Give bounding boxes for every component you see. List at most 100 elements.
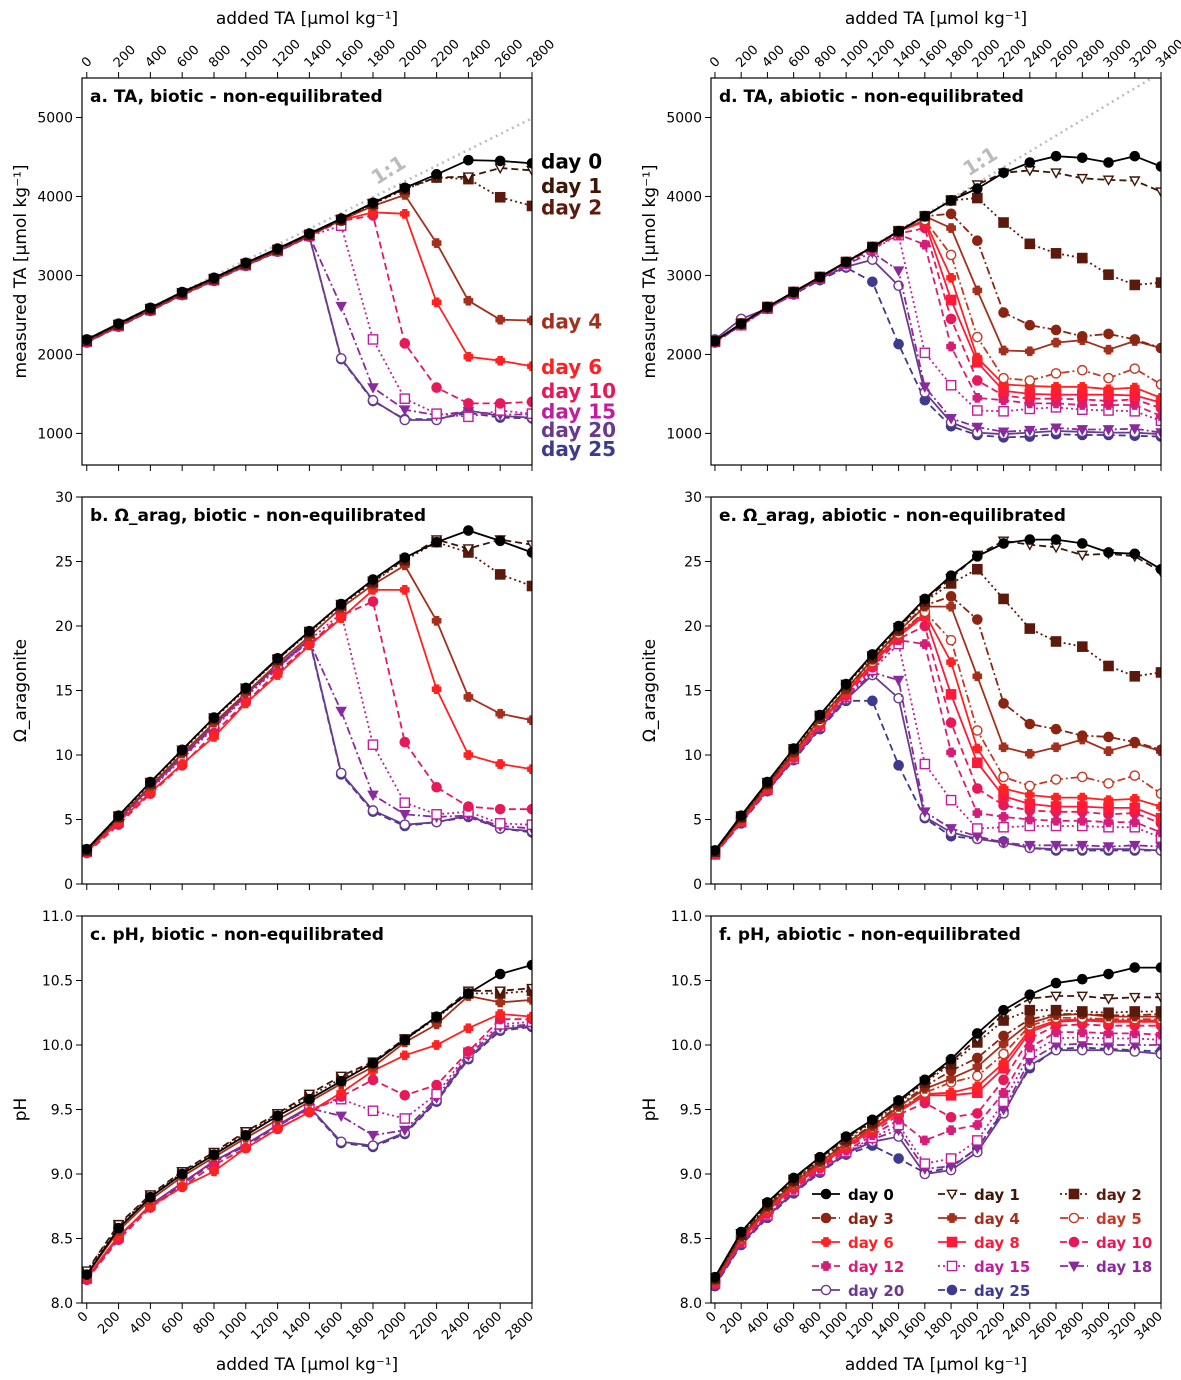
legend-marker	[1068, 1236, 1080, 1248]
data-point	[1076, 641, 1088, 652]
data-point	[1155, 428, 1161, 439]
data-point	[1050, 991, 1062, 1003]
data-point	[527, 715, 532, 726]
data-point	[1050, 723, 1062, 735]
data-point	[1050, 423, 1062, 434]
y-tick-label: 9.5	[51, 1103, 73, 1119]
data-point	[431, 684, 442, 695]
data-point	[1155, 992, 1161, 1004]
data-point	[998, 307, 1009, 318]
y-tick-label: 4000	[666, 189, 702, 205]
data-point	[463, 801, 474, 812]
data-point	[367, 1074, 379, 1086]
series-day-20	[82, 231, 532, 426]
top-right-xlabel: added TA [μmol kg⁻¹]	[845, 9, 1027, 29]
data-point	[972, 563, 983, 575]
x-tick-label-top: 3400	[1153, 37, 1181, 71]
y-tick-label: 9.0	[680, 1167, 702, 1183]
data-point	[1024, 319, 1036, 331]
x-tick-label-bottom: 1800	[922, 1309, 956, 1343]
data-point	[177, 1182, 188, 1192]
data-point	[272, 670, 283, 680]
x-tick-label-top: 800	[206, 43, 234, 71]
data-point	[399, 585, 410, 595]
series-line	[714, 1018, 1161, 1282]
data-point	[304, 1093, 315, 1105]
data-point	[1129, 382, 1140, 393]
data-point	[972, 331, 983, 343]
data-point	[1024, 346, 1035, 357]
data-point	[463, 1023, 474, 1034]
data-point	[526, 408, 532, 419]
data-point	[304, 640, 315, 651]
data-point	[82, 843, 93, 855]
data-point	[176, 286, 188, 298]
data-point	[1076, 425, 1089, 436]
data-point	[527, 361, 532, 372]
data-point	[867, 276, 878, 288]
data-point	[919, 347, 931, 359]
data-point	[1156, 827, 1161, 838]
data-point	[867, 241, 878, 253]
y-tick-label: 8.0	[51, 1296, 73, 1312]
data-point	[1128, 840, 1141, 852]
data-point	[1077, 381, 1088, 392]
data-point	[1076, 364, 1088, 376]
legend-marker	[947, 1213, 957, 1223]
data-point	[893, 338, 904, 350]
data-point	[177, 759, 188, 769]
x-tick-label-bottom: 0	[75, 1309, 91, 1325]
x-tick-label-bottom: 0	[703, 1309, 719, 1325]
data-point	[972, 1120, 983, 1130]
data-point	[972, 1135, 983, 1146]
data-point	[367, 383, 379, 394]
data-point	[335, 301, 347, 313]
data-point	[1024, 840, 1036, 852]
plot-area	[82, 117, 532, 426]
x-tick-label-bottom: 1000	[817, 1309, 851, 1343]
data-point	[240, 682, 252, 694]
x-tick-label-top: 800	[812, 43, 840, 71]
x-tick-label-bottom: 400	[127, 1309, 155, 1337]
legend-marker	[821, 1237, 831, 1247]
x-tick-label-top: 1400	[302, 37, 336, 71]
data-point	[526, 985, 532, 997]
x-tick-label-top: 2800	[524, 37, 558, 71]
legend-marker	[946, 1236, 958, 1248]
data-point	[1050, 168, 1062, 179]
data-point	[814, 1151, 826, 1163]
day-label-day-6: day 6	[541, 355, 602, 379]
series-line	[86, 235, 532, 421]
data-point	[972, 614, 983, 625]
data-point	[526, 157, 532, 169]
legend-entry-day-6: day 6	[812, 1234, 894, 1252]
series-line	[86, 224, 532, 418]
data-point	[367, 1057, 379, 1069]
legend-label: day 20	[848, 1282, 904, 1300]
data-point	[1103, 344, 1114, 355]
data-point	[945, 794, 957, 806]
y-tick-label: 0	[693, 877, 702, 893]
data-point	[526, 983, 532, 995]
x-tick-label-top: 2600	[492, 37, 526, 71]
data-point	[272, 1110, 283, 1122]
data-point	[431, 408, 442, 419]
x-tick-label-bottom: 1600	[312, 1309, 346, 1343]
data-point	[945, 414, 957, 425]
data-point	[1050, 368, 1062, 379]
x-tick-label-bottom: 3000	[1079, 1309, 1113, 1343]
y-tick-label: 8.5	[51, 1232, 73, 1248]
data-point	[82, 334, 93, 345]
data-point	[431, 781, 442, 793]
data-point	[399, 208, 410, 219]
panel-b: 0 5 10 15 20 25 30 Ω_aragonite b. Ω_arag, biotic…	[11, 490, 533, 893]
data-point	[113, 318, 124, 329]
series-line	[714, 568, 1161, 853]
data-point	[1103, 817, 1114, 827]
data-point	[145, 1191, 156, 1203]
data-point	[335, 213, 347, 224]
data-point	[945, 634, 957, 646]
y-tick-label: 10.0	[671, 1038, 702, 1054]
legend-entry-day-25: day 25	[938, 1282, 1030, 1300]
data-point	[1155, 842, 1161, 853]
